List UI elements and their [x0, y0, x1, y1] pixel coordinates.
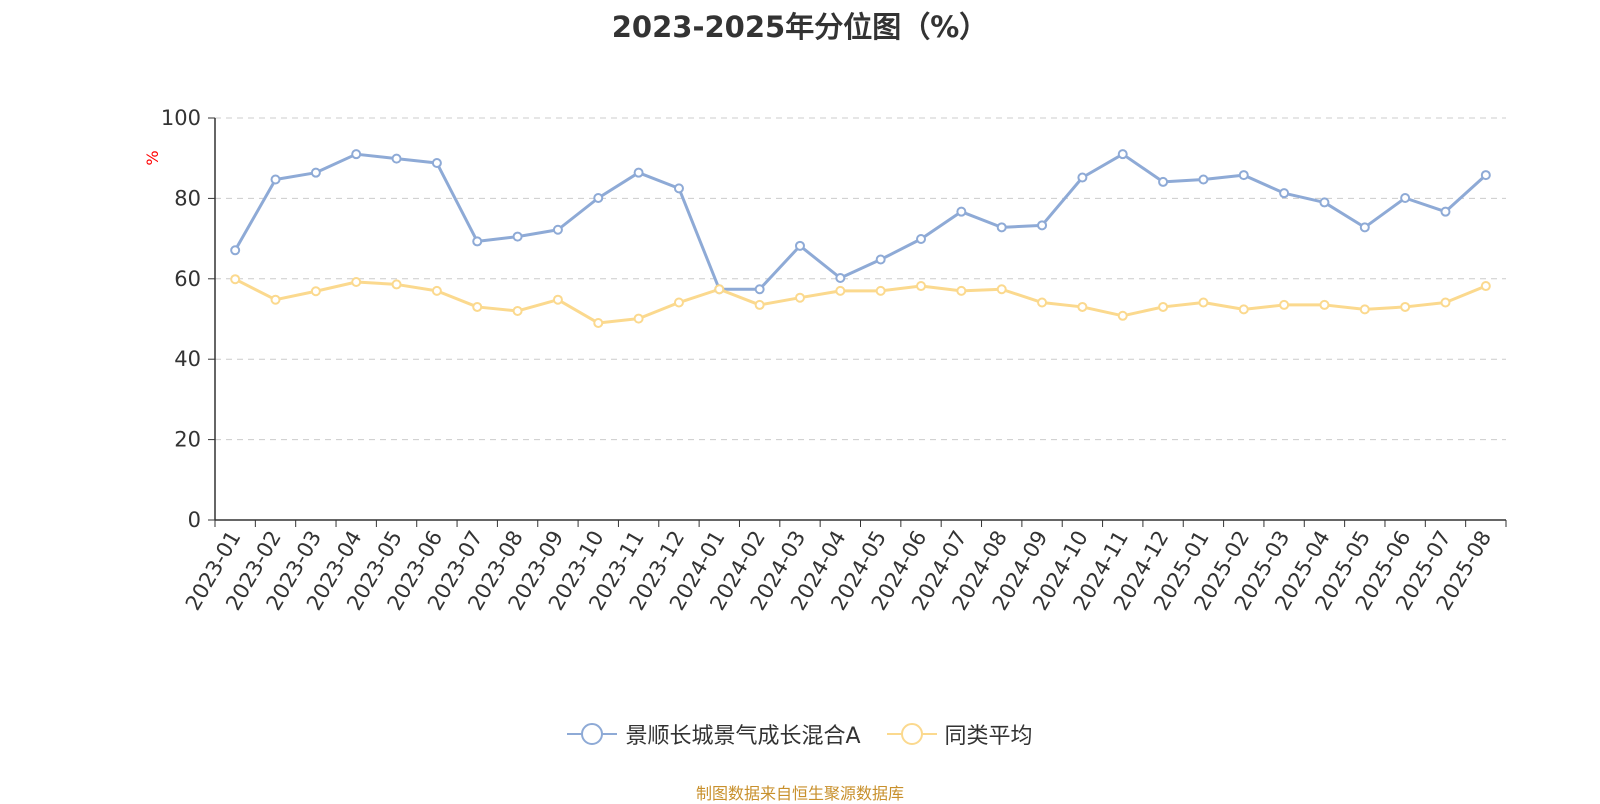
data-point-peer [1279, 299, 1290, 310]
data-point-fund [1319, 197, 1330, 208]
data-point-peer [1480, 281, 1491, 292]
data-point-peer [996, 284, 1007, 295]
data-point-fund [310, 167, 321, 178]
y-tick-label: 60 [174, 267, 201, 291]
data-point-peer [1117, 310, 1128, 321]
legend-item-peer[interactable]: 同类平均 [886, 718, 1033, 750]
data-point-peer [552, 294, 563, 305]
legend-item-fund[interactable]: 景顺长城景气成长混合A [567, 718, 861, 750]
data-point-fund [1158, 176, 1169, 187]
data-point-peer [512, 305, 523, 316]
y-tick-label: 40 [174, 347, 201, 371]
y-axis-unit: % [143, 150, 162, 165]
legend-label-peer: 同类平均 [944, 724, 1033, 749]
data-point-fund [1359, 222, 1370, 233]
data-point-fund [1117, 149, 1128, 160]
data-point-peer [1238, 304, 1249, 315]
data-point-peer [1440, 297, 1451, 308]
chart-title: 2023-2025年分位图（%） [611, 10, 989, 44]
data-point-fund [1037, 220, 1048, 231]
data-point-peer [875, 285, 886, 296]
data-point-peer [310, 286, 321, 297]
data-point-peer [1037, 297, 1048, 308]
data-point-peer [391, 279, 402, 290]
line-chart: 020406080100%2023-012023-022023-032023-0… [143, 106, 1507, 614]
data-point-peer [1400, 301, 1411, 312]
data-point-fund [633, 167, 644, 178]
data-point-fund [230, 245, 241, 256]
data-point-fund [1238, 170, 1249, 181]
data-point-fund [1198, 174, 1209, 185]
data-point-fund [593, 192, 604, 203]
data-point-peer [230, 274, 241, 285]
data-point-fund [552, 224, 563, 235]
legend-line-circle-icon [567, 723, 618, 745]
data-point-fund [916, 234, 927, 245]
data-point-fund [270, 174, 281, 185]
data-point-fund [472, 236, 483, 247]
data-point-peer [1359, 304, 1370, 315]
data-point-fund [351, 149, 362, 160]
legend-line-circle-icon [886, 723, 937, 745]
data-point-peer [916, 281, 927, 292]
data-point-peer [673, 297, 684, 308]
legend-label-fund: 景顺长城景气成长混合A [625, 724, 861, 749]
data-point-fund [794, 240, 805, 251]
data-point-fund [512, 231, 523, 242]
data-point-fund [1440, 206, 1451, 217]
data-point-peer [794, 292, 805, 303]
data-point-fund [835, 272, 846, 283]
data-point-peer [351, 277, 362, 288]
y-tick-label: 0 [188, 508, 201, 532]
data-point-fund [996, 222, 1007, 233]
data-point-peer [270, 294, 281, 305]
data-point-fund [391, 153, 402, 164]
data-point-fund [431, 158, 442, 169]
data-point-peer [956, 285, 967, 296]
data-source-note: 制图数据来自恒生聚源数据库 [695, 784, 904, 803]
data-point-peer [1319, 299, 1330, 310]
legend: 景顺长城景气成长混合A 同类平均 [0, 718, 1600, 750]
series-line-fund [233, 152, 1487, 291]
data-point-peer [1077, 301, 1088, 312]
data-point-fund [956, 206, 967, 217]
data-point-fund [673, 183, 684, 194]
data-point-fund [1279, 188, 1290, 199]
data-point-peer [714, 284, 725, 295]
y-tick-label: 100 [161, 106, 201, 130]
data-point-peer [593, 318, 604, 329]
series-line-peer [234, 277, 1487, 325]
data-point-fund [1077, 172, 1088, 183]
data-point-peer [1158, 301, 1169, 312]
data-point-peer [1198, 297, 1209, 308]
data-point-peer [835, 285, 846, 296]
data-point-peer [633, 313, 644, 324]
data-point-fund [1400, 192, 1411, 203]
data-point-fund [875, 254, 886, 265]
y-tick-label: 20 [174, 428, 201, 452]
y-tick-label: 80 [174, 186, 201, 210]
data-point-fund [1480, 170, 1491, 181]
data-point-peer [472, 301, 483, 312]
data-point-peer [754, 299, 765, 310]
data-point-fund [754, 284, 765, 295]
data-point-peer [431, 285, 442, 296]
